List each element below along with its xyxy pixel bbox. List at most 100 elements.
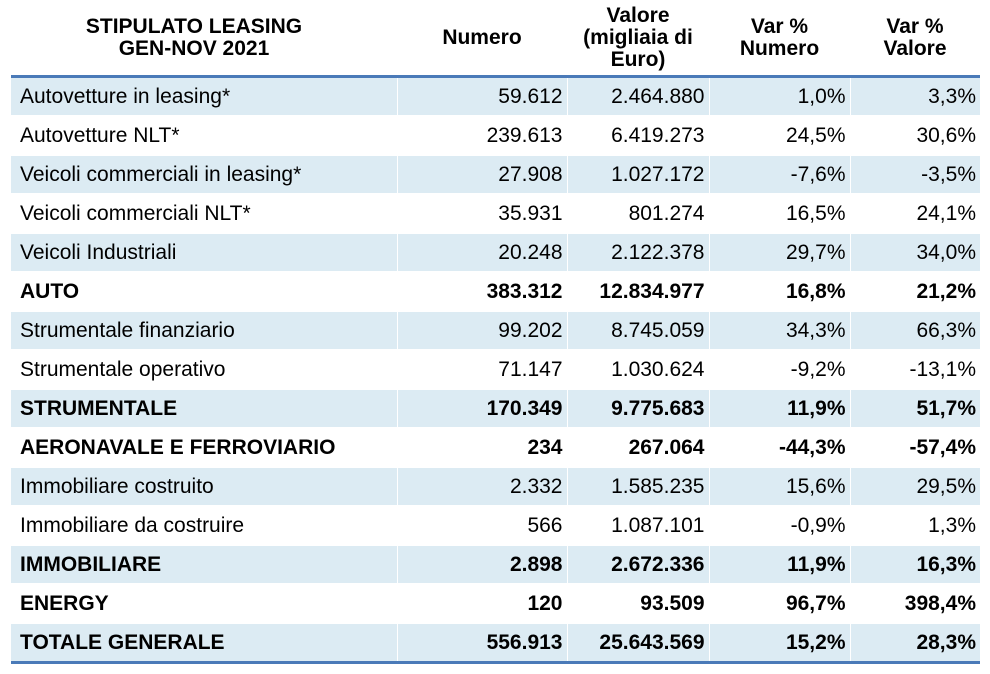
- header-valore-line-2: (migliaia di: [583, 25, 693, 49]
- cell-var-numero: 11,9%: [708, 389, 850, 429]
- table-row: Veicoli commerciali in leasing* 27.908 1.0…: [11, 155, 980, 195]
- cell-numero: 20.248: [396, 233, 567, 273]
- cell-valore: 1.087.101: [566, 506, 709, 546]
- table-row: ENERGY 120 93.509 96,7% 398,4%: [11, 584, 980, 624]
- cell-var-valore: -13,1%: [849, 350, 980, 390]
- cell-valore: 801.274: [566, 194, 709, 234]
- cell-valore: 12.834.977: [566, 272, 709, 312]
- cell-var-numero: 11,9%: [708, 545, 850, 585]
- cell-valore: 2.672.336: [566, 545, 709, 585]
- row-label: Immobiliare da costruire: [11, 506, 397, 546]
- cell-numero: 59.612: [396, 76, 567, 117]
- cell-numero: 99.202: [396, 311, 567, 351]
- cell-var-valore: 51,7%: [849, 389, 980, 429]
- cell-var-numero: 16,5%: [708, 194, 850, 234]
- cell-valore: 9.775.683: [566, 389, 709, 429]
- header-numero-line-1: Numero: [442, 25, 522, 49]
- cell-valore: 1.585.235: [566, 467, 709, 507]
- cell-var-numero: -7,6%: [708, 155, 850, 195]
- cell-valore: 93.509: [566, 584, 709, 624]
- table-row: TOTALE GENERALE 556.913 25.643.569 15,2% 28,…: [11, 623, 980, 664]
- cell-valore: 1.027.172: [566, 155, 709, 195]
- cell-var-numero: -0,9%: [708, 506, 850, 546]
- cell-valore: 6.419.273: [566, 116, 709, 156]
- cell-var-valore: 30,6%: [849, 116, 980, 156]
- leasing-table: STIPULATO LEASING GEN-NOV 2021 Numero Va…: [11, 0, 980, 664]
- header-var-valore: Var % Valore: [850, 0, 980, 78]
- cell-var-valore: 29,5%: [849, 467, 980, 507]
- cell-valore: 1.030.624: [566, 350, 709, 390]
- cell-var-valore: 66,3%: [849, 311, 980, 351]
- cell-numero: 71.147: [396, 350, 567, 390]
- cell-var-numero: 29,7%: [708, 233, 850, 273]
- cell-var-numero: 24,5%: [708, 116, 850, 156]
- header-label: STIPULATO LEASING GEN-NOV 2021: [11, 0, 397, 78]
- cell-var-valore: 24,1%: [849, 194, 980, 234]
- table-row: Veicoli commerciali NLT* 35.931 801.274 16,…: [11, 194, 980, 234]
- row-label: Autovetture in leasing*: [11, 76, 397, 117]
- row-label: TOTALE GENERALE: [11, 623, 397, 664]
- cell-numero: 239.613: [396, 116, 567, 156]
- cell-numero: 2.898: [396, 545, 567, 585]
- cell-var-valore: 16,3%: [849, 545, 980, 585]
- cell-var-valore: -3,5%: [849, 155, 980, 195]
- row-label: STRUMENTALE: [11, 389, 397, 429]
- cell-var-valore: 34,0%: [849, 233, 980, 273]
- cell-var-valore: 398,4%: [849, 584, 980, 624]
- cell-numero: 566: [396, 506, 567, 546]
- table-row: Strumentale finanziario 99.202 8.745.059 34…: [11, 311, 980, 351]
- table-row: AERONAVALE E FERROVIARIO 234 267.064 -44,3%…: [11, 428, 980, 468]
- row-label: Veicoli commerciali in leasing*: [11, 155, 397, 195]
- cell-numero: 556.913: [396, 623, 567, 664]
- cell-numero: 35.931: [396, 194, 567, 234]
- cell-var-numero: 96,7%: [708, 584, 850, 624]
- row-label: ENERGY: [11, 584, 397, 624]
- table-row: STRUMENTALE 170.349 9.775.683 11,9% 51,7%: [11, 389, 980, 429]
- header-label-line-1: STIPULATO LEASING: [85, 14, 303, 38]
- row-label: Veicoli commerciali NLT*: [11, 194, 397, 234]
- row-label: Strumentale operativo: [11, 350, 397, 390]
- cell-valore: 25.643.569: [566, 623, 709, 664]
- header-valore: Valore (migliaia di Euro): [567, 0, 709, 78]
- header-var-numero-line-1: Var %: [750, 14, 809, 38]
- table-row: AUTO 383.312 12.834.977 16,8% 21,2%: [11, 272, 980, 312]
- cell-var-numero: 16,8%: [708, 272, 850, 312]
- cell-numero: 120: [396, 584, 567, 624]
- cell-var-numero: 15,6%: [708, 467, 850, 507]
- cell-var-numero: 1,0%: [708, 76, 850, 117]
- table-row: Immobiliare costruito 2.332 1.585.235 15,6%…: [11, 467, 980, 507]
- row-label: AUTO: [11, 272, 397, 312]
- row-label: Immobiliare costruito: [11, 467, 397, 507]
- cell-var-numero: 15,2%: [708, 623, 850, 664]
- cell-numero: 234: [396, 428, 567, 468]
- table-row: Strumentale operativo 71.147 1.030.624 -9,2…: [11, 350, 980, 390]
- cell-valore: 267.064: [566, 428, 709, 468]
- row-label: IMMOBILIARE: [11, 545, 397, 585]
- row-label: Veicoli Industriali: [11, 233, 397, 273]
- header-var-numero: Var % Numero: [709, 0, 850, 78]
- cell-var-valore: -57,4%: [849, 428, 980, 468]
- cell-var-numero: -9,2%: [708, 350, 850, 390]
- table-row: Immobiliare da costruire 566 1.087.101 -0,9…: [11, 506, 980, 546]
- cell-var-numero: 34,3%: [708, 311, 850, 351]
- cell-numero: 27.908: [396, 155, 567, 195]
- row-label: Strumentale finanziario: [11, 311, 397, 351]
- header-row: STIPULATO LEASING GEN-NOV 2021 Numero Va…: [11, 0, 980, 78]
- cell-numero: 2.332: [396, 467, 567, 507]
- table-row: Autovetture in leasing* 59.612 2.464.880 1,…: [11, 76, 980, 117]
- cell-valore: 2.122.378: [566, 233, 709, 273]
- cell-numero: 170.349: [396, 389, 567, 429]
- row-label: Autovetture NLT*: [11, 116, 397, 156]
- cell-var-valore: 3,3%: [849, 76, 980, 117]
- table-row: Autovetture NLT* 239.613 6.419.273 24,5% 30,…: [11, 116, 980, 156]
- cell-var-valore: 1,3%: [849, 506, 980, 546]
- header-numero: Numero: [397, 0, 567, 78]
- header-valore-line-3: Euro): [610, 47, 666, 71]
- cell-numero: 383.312: [396, 272, 567, 312]
- cell-var-numero: -44,3%: [708, 428, 850, 468]
- cell-valore: 8.745.059: [566, 311, 709, 351]
- cell-var-valore: 28,3%: [849, 623, 980, 664]
- cell-var-valore: 21,2%: [849, 272, 980, 312]
- header-valore-line-1: Valore: [606, 3, 670, 27]
